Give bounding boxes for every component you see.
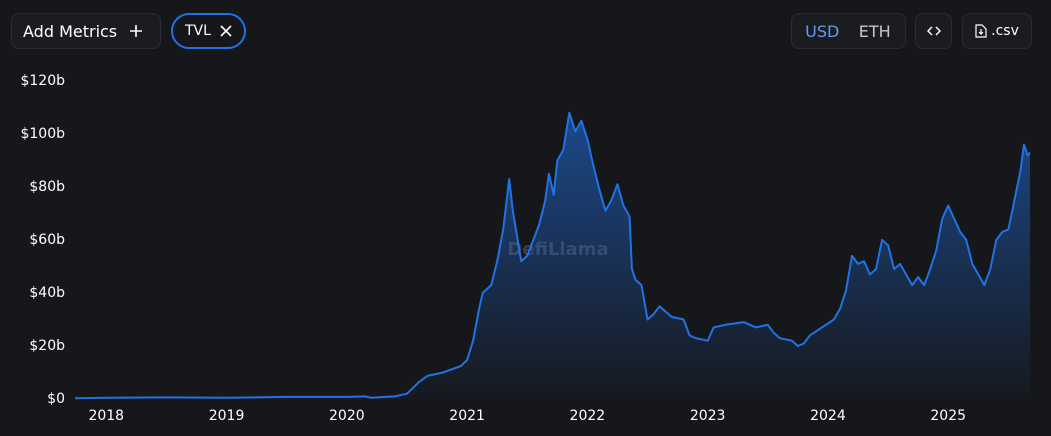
embed-button[interactable]	[915, 13, 952, 49]
csv-button[interactable]: .csv	[962, 13, 1032, 49]
x-tick-label: 2025	[930, 408, 966, 424]
remove-icon[interactable]	[220, 25, 232, 37]
currency-eth[interactable]: ETH	[858, 21, 891, 41]
y-tick-label: $40b	[29, 285, 65, 301]
y-tick-label: $120b	[20, 73, 65, 89]
y-tick-label: $0	[47, 391, 65, 407]
line	[74, 111, 1031, 400]
area-fill	[75, 112, 1030, 400]
add-metrics-label: Add Metrics	[23, 21, 118, 41]
x-tick-label: 2018	[88, 408, 124, 424]
download-icon	[975, 24, 987, 38]
csv-label: .csv	[991, 23, 1019, 39]
code-icon	[926, 26, 941, 36]
add-metrics-button[interactable]: Add Metrics	[11, 13, 161, 49]
plus-icon	[130, 25, 143, 37]
metric-chip[interactable]: TVL	[171, 13, 246, 49]
x-tick-label: 2022	[570, 408, 606, 424]
x-tick-label: 2024	[810, 408, 846, 424]
x-tick-label: 2023	[690, 408, 726, 424]
x-tick-label: 2020	[329, 408, 365, 424]
y-tick-label: $20b	[29, 338, 65, 354]
y-tick-label: $100b	[20, 126, 65, 142]
currency-usd[interactable]: USD	[805, 21, 840, 41]
x-tick-label: 2019	[209, 408, 245, 424]
y-tick-label: $60b	[29, 232, 65, 248]
y-tick-label: $80b	[29, 179, 65, 195]
currency-toggle: USD ETH	[791, 13, 906, 49]
x-tick-label: 2021	[449, 408, 485, 424]
metric-chip-label: TVL	[185, 23, 211, 39]
